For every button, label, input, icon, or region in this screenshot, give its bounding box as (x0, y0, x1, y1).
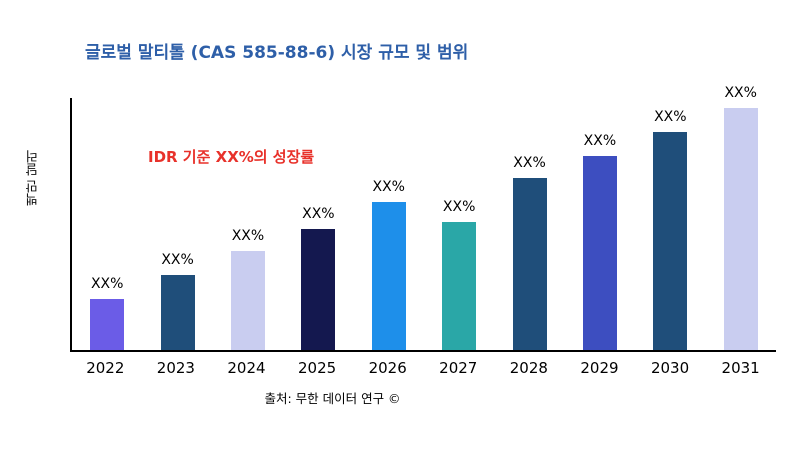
y-axis-label: 백만 달러 (26, 150, 41, 207)
x-axis-labels: 2022 2023 2024 2025 2026 2027 2028 2029 2030 2031 (70, 359, 776, 377)
bar-value-label: XX% (654, 109, 687, 125)
bar-value-label: XX% (372, 179, 405, 195)
bar-column: XX% (570, 133, 630, 350)
bar (371, 202, 406, 350)
bar (512, 178, 547, 350)
growth-rate-annotation: IDR 기준 XX%의 성장률 (148, 148, 315, 166)
x-axis-label: 2024 (227, 359, 266, 377)
bar-value-label: XX% (513, 155, 546, 171)
bar-value-label: XX% (442, 199, 476, 215)
bar-value-label: XX% (231, 228, 265, 244)
bar-value-label: XX% (724, 85, 757, 101)
x-axis-label: 2030 (650, 359, 690, 377)
bar (653, 132, 688, 350)
chart-title: 글로벌 말티톨 (CAS 585-88-6) 시장 규모 및 범위 (85, 43, 469, 63)
bar-column: XX% (640, 109, 700, 350)
bar-value-label: XX% (90, 276, 124, 292)
x-axis-label: 2031 (721, 359, 760, 377)
bar (230, 251, 265, 350)
bar-value-label: XX% (161, 252, 194, 268)
x-axis-label: 2025 (297, 359, 337, 377)
bar-column: XX% (500, 155, 560, 350)
x-axis-label: 2023 (156, 359, 195, 377)
bar-column: XX% (148, 252, 208, 350)
x-axis-label: 2022 (86, 359, 125, 377)
bar-column: XX% (218, 228, 278, 350)
bar (160, 275, 195, 350)
bar-column: XX% (359, 179, 419, 350)
plot-area: XX% XX% XX% XX% XX% XX% XX% XX% XX% XX% (70, 85, 776, 352)
bar (90, 299, 125, 350)
bars: XX% XX% XX% XX% XX% XX% XX% XX% XX% XX% (72, 85, 776, 350)
bar (582, 156, 617, 350)
x-axis-label: 2026 (368, 359, 407, 377)
bar (301, 229, 336, 350)
x-axis-label: 2029 (580, 359, 619, 377)
bar-column: XX% (77, 276, 137, 350)
bar (723, 108, 758, 350)
source-caption: 출처: 무한 데이터 연구 © (264, 391, 401, 406)
bar-value-label: XX% (583, 133, 617, 149)
bar-column: XX% (288, 206, 348, 350)
bar-column: XX% (711, 85, 771, 350)
x-axis-label: 2027 (439, 359, 478, 377)
bar-column: XX% (429, 199, 489, 350)
x-axis-label: 2028 (509, 359, 548, 377)
bar-value-label: XX% (302, 206, 335, 222)
bar (442, 222, 477, 350)
